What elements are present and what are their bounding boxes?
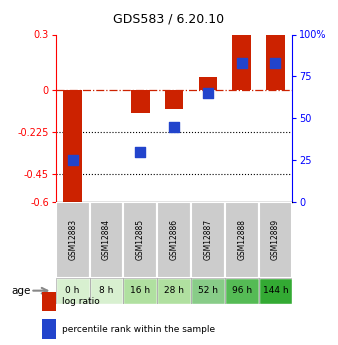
Bar: [225, 202, 259, 278]
Text: 16 h: 16 h: [130, 286, 150, 295]
Bar: [56, 202, 90, 278]
Text: age: age: [12, 286, 31, 296]
Bar: [165, 90, 183, 109]
Bar: [266, 34, 285, 90]
Point: [239, 60, 244, 66]
Text: 8 h: 8 h: [99, 286, 114, 295]
Bar: [123, 202, 157, 278]
Text: GSM12887: GSM12887: [203, 219, 212, 260]
Text: GSM12885: GSM12885: [136, 219, 145, 260]
Text: 52 h: 52 h: [198, 286, 218, 295]
Text: GSM12883: GSM12883: [68, 219, 77, 260]
Text: log ratio: log ratio: [62, 297, 100, 306]
Text: 0 h: 0 h: [66, 286, 80, 295]
Bar: [131, 90, 149, 112]
Bar: [157, 202, 191, 278]
Bar: [225, 278, 259, 304]
Text: GSM12889: GSM12889: [271, 219, 280, 260]
Text: 96 h: 96 h: [232, 286, 252, 295]
Bar: [191, 278, 225, 304]
Bar: [42, 319, 56, 339]
Bar: [191, 202, 225, 278]
Text: GSM12884: GSM12884: [102, 219, 111, 260]
Bar: [198, 77, 217, 90]
Bar: [259, 202, 292, 278]
Bar: [90, 202, 123, 278]
Text: GDS583 / 6.20.10: GDS583 / 6.20.10: [114, 12, 224, 25]
Bar: [90, 278, 123, 304]
Text: percentile rank within the sample: percentile rank within the sample: [62, 325, 215, 334]
Bar: [233, 34, 251, 90]
Bar: [42, 292, 56, 311]
Bar: [64, 90, 82, 202]
Point: [171, 124, 177, 129]
Text: GSM12888: GSM12888: [237, 219, 246, 260]
Text: GSM12886: GSM12886: [170, 219, 178, 260]
Text: 28 h: 28 h: [164, 286, 184, 295]
Bar: [56, 278, 90, 304]
Bar: [259, 278, 292, 304]
Point: [205, 90, 211, 96]
Point: [70, 157, 75, 163]
Bar: [157, 278, 191, 304]
Bar: [123, 278, 157, 304]
Point: [273, 60, 278, 66]
Point: [138, 149, 143, 155]
Text: 144 h: 144 h: [263, 286, 288, 295]
